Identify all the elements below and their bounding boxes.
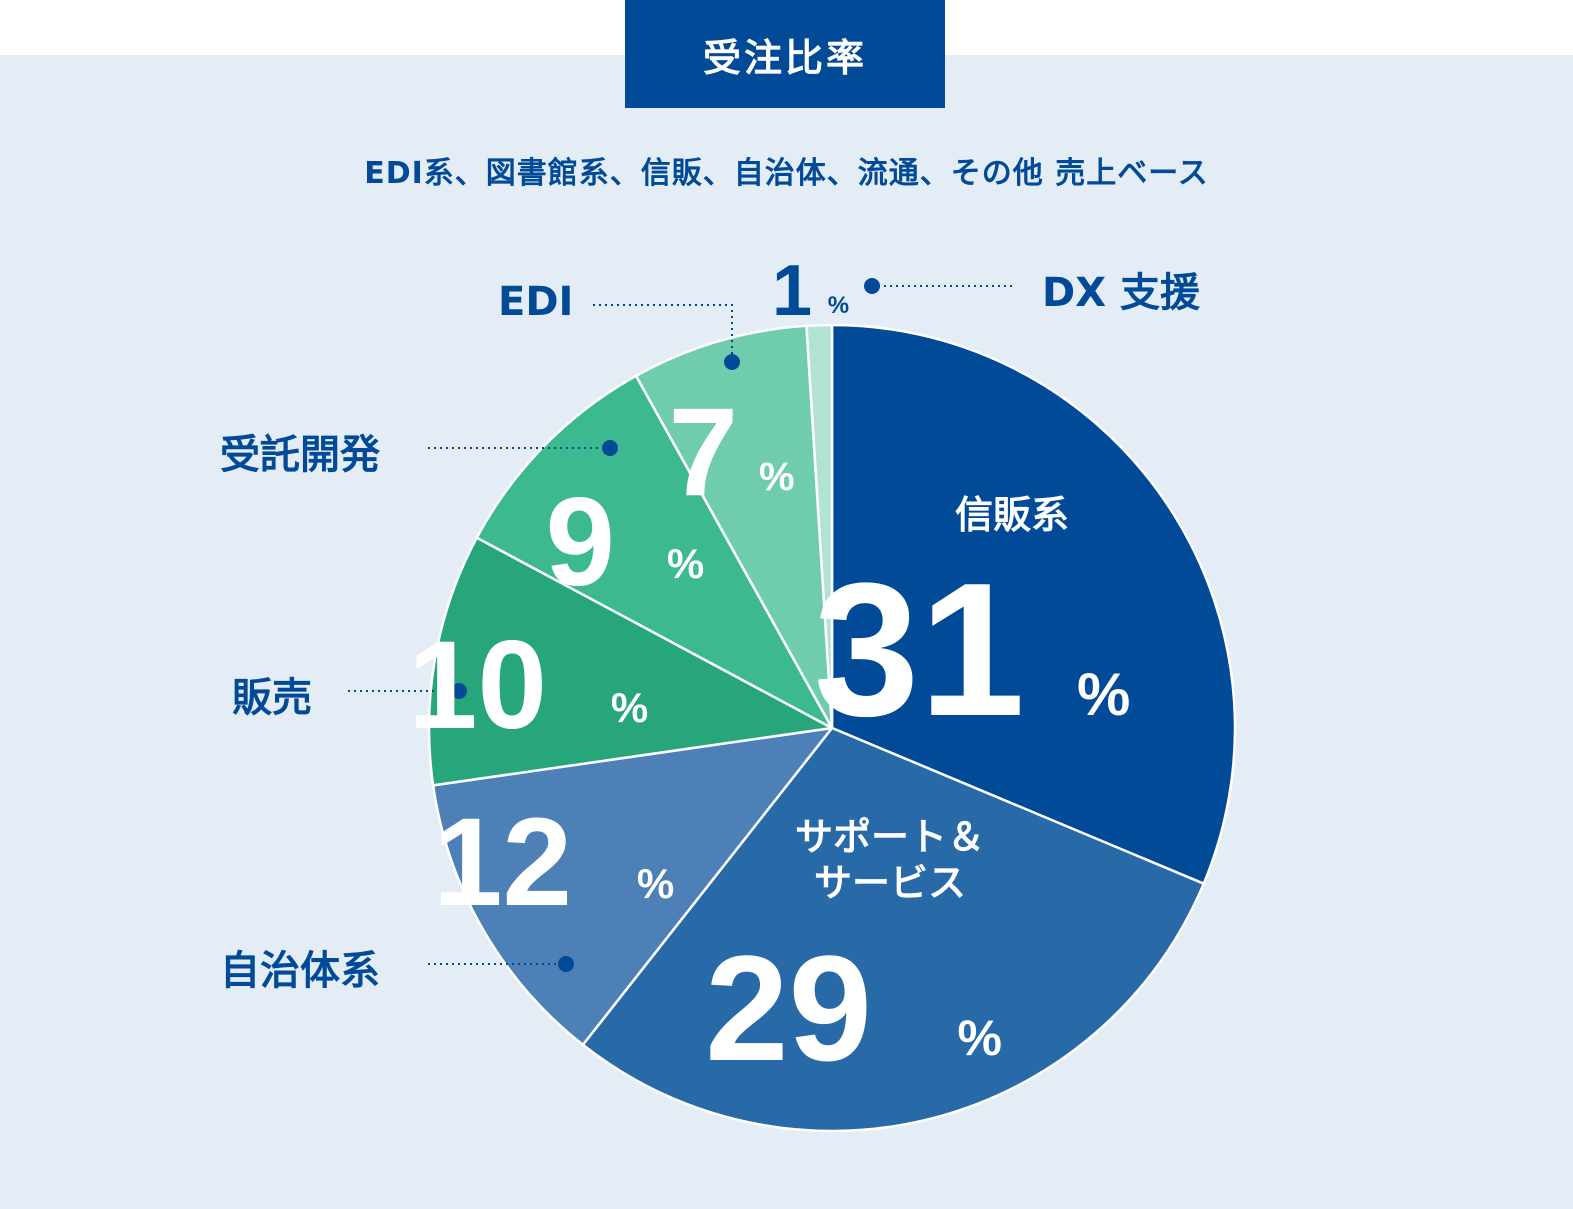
leader-lines	[348, 278, 1015, 972]
slice-percent-sign: %	[958, 1010, 1002, 1066]
slice-percent-sign: %	[667, 540, 704, 587]
slice-label-サポート＆-サービス-line1: サービス	[814, 861, 966, 905]
slice-label-サポート＆-サービス-line0: サポート＆	[795, 815, 985, 859]
slice-label-受託開発: 受託開発	[220, 432, 380, 478]
slice-value-DX-支援: 1	[772, 251, 812, 331]
title-box: 受注比率	[625, 0, 945, 108]
slice-value-サポート＆-サービス: 29	[705, 924, 872, 1092]
leader-dot-DX-支援	[864, 278, 880, 294]
leader-dot-販売	[451, 683, 467, 699]
slice-percent-sign: %	[611, 684, 648, 731]
slice-percent-sign: %	[637, 860, 674, 907]
slice-value-自治体系: 12	[433, 793, 572, 932]
slice-values: 31 % 信販系 29 % サポート＆サービス 12 % 10 % 9 % 7 % 1%	[408, 251, 1130, 1092]
slice-value-信販系: 31	[814, 544, 1025, 756]
slice-value-受託開発: 9	[545, 473, 615, 612]
slice-label-EDI: EDI	[498, 279, 574, 325]
pie-slice-信販系	[830, 323, 1237, 885]
slice-percent-sign: %	[759, 455, 795, 499]
pie-slice-受託開発	[475, 374, 834, 730]
leader-dot-受託開発	[602, 440, 618, 456]
slice-percent-sign: %	[828, 292, 849, 319]
pie-slice-サポート＆-サービス	[581, 726, 1205, 1133]
slice-label-自治体系: 自治体系	[220, 948, 380, 994]
slice-percent-sign: %	[1077, 661, 1130, 728]
slice-label-DX-支援: DX 支援	[1042, 270, 1200, 316]
slice-value-販売: 10	[408, 616, 547, 755]
pie-slice-DX-支援	[805, 323, 834, 730]
leader-line-EDI	[593, 304, 733, 362]
pie-slice-自治体系	[431, 726, 834, 1047]
slice-label-信販系-line0: 信販系	[955, 493, 1069, 537]
slice-value-EDI: 7	[668, 383, 738, 522]
leader-dot-自治体系	[558, 956, 574, 972]
pie-slices	[427, 323, 1237, 1133]
leader-dot-EDI	[724, 354, 740, 370]
pie-slice-EDI	[634, 324, 834, 730]
chart-subtitle: EDI系、図書館系、信販、自治体、流通、その他 売上ベース	[364, 156, 1209, 191]
pie-slice-販売	[427, 536, 834, 787]
chart-title: 受注比率	[702, 35, 867, 80]
slice-label-販売: 販売	[232, 675, 312, 721]
